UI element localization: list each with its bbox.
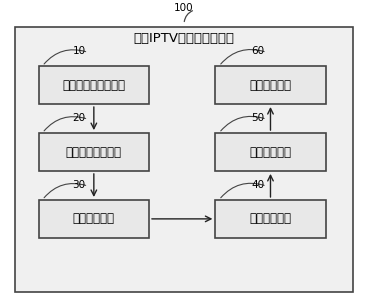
Text: 20: 20 (72, 113, 86, 123)
Text: 50: 50 (251, 113, 264, 123)
Text: 100: 100 (174, 3, 194, 12)
Text: 10: 10 (72, 46, 86, 56)
Bar (215, 200, 326, 238)
Bar (215, 66, 326, 104)
Text: 缓存调用模块: 缓存调用模块 (250, 79, 291, 92)
Bar (39, 133, 149, 171)
Text: 机顶盒信息获取模块: 机顶盒信息获取模块 (62, 79, 125, 92)
Text: 30: 30 (72, 180, 86, 190)
Text: 页面文件获取模块: 页面文件获取模块 (66, 146, 122, 158)
Text: 基于IPTV的页面缓存系统: 基于IPTV的页面缓存系统 (134, 32, 234, 44)
Bar (215, 133, 326, 171)
Text: 图片获取模块: 图片获取模块 (73, 212, 115, 225)
Text: 60: 60 (251, 46, 264, 56)
Bar (39, 200, 149, 238)
Text: 图片合成模块: 图片合成模块 (250, 212, 291, 225)
Text: 缓存生成模块: 缓存生成模块 (250, 146, 291, 158)
Bar (39, 66, 149, 104)
Text: 40: 40 (251, 180, 264, 190)
Bar (15, 27, 353, 292)
